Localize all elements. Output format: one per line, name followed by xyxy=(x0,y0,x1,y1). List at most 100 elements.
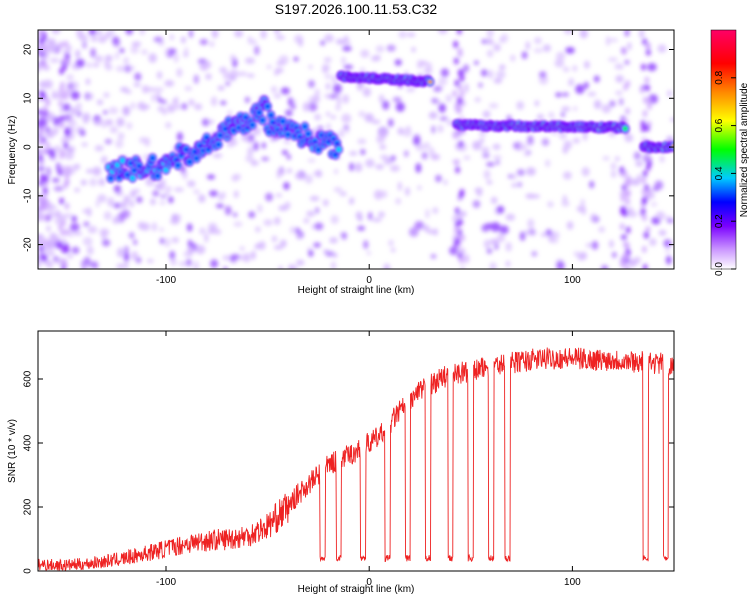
noise-blob xyxy=(325,251,335,257)
noise-blob xyxy=(49,250,55,256)
noise-blob xyxy=(88,30,97,36)
noise-blob xyxy=(476,192,483,197)
noise-blob xyxy=(271,235,278,243)
noise-blob xyxy=(364,113,374,123)
noise-blob xyxy=(437,30,448,35)
streak-blob xyxy=(625,107,631,115)
noise-blob xyxy=(83,256,91,267)
noise-blob xyxy=(112,216,120,225)
streak-blob xyxy=(619,223,625,231)
noise-blob xyxy=(214,228,222,235)
noise-blob xyxy=(610,162,617,171)
noise-blob xyxy=(324,93,331,99)
noise-blob xyxy=(437,124,444,133)
noise-blob xyxy=(543,44,551,52)
streak-blob xyxy=(624,265,630,269)
noise-blob xyxy=(233,221,243,227)
noise-blob xyxy=(340,56,347,65)
noise-blob xyxy=(562,66,570,73)
noise-blob xyxy=(82,112,91,122)
streak-blob xyxy=(456,30,462,35)
noise-blob xyxy=(579,30,589,39)
noise-blob xyxy=(220,100,227,105)
noise-blob xyxy=(426,62,433,69)
noise-blob xyxy=(52,177,60,183)
noise-blob xyxy=(573,251,580,257)
noise-blob xyxy=(330,115,337,120)
noise-blob xyxy=(523,151,530,157)
noise-blob xyxy=(463,64,470,72)
noise-blob xyxy=(133,82,141,87)
noise-blob xyxy=(339,191,347,197)
noise-blob xyxy=(80,34,89,43)
noise-blob xyxy=(296,232,302,240)
noise-blob xyxy=(389,165,400,172)
streak-blob xyxy=(459,74,465,82)
noise-blob xyxy=(550,231,560,240)
noise-blob xyxy=(593,75,600,83)
noise-blob xyxy=(116,247,125,258)
colorbar-tick-label: 0.2 xyxy=(714,214,725,228)
noise-blob xyxy=(103,211,112,221)
snr-panel: -100 0 100 0 200 400 600 Height of straight li… xyxy=(7,330,675,595)
noise-blob xyxy=(539,71,547,78)
noise-blob xyxy=(499,225,509,235)
noise-blob xyxy=(526,167,536,176)
streak-blob xyxy=(646,102,652,110)
noise-blob xyxy=(67,119,78,127)
noise-blob xyxy=(81,142,88,147)
noise-blob xyxy=(516,101,525,110)
noise-blob xyxy=(507,174,513,179)
noise-blob xyxy=(314,222,324,231)
noise-blob xyxy=(221,191,226,199)
noise-blob xyxy=(160,194,166,199)
streak-blob xyxy=(644,84,650,92)
noise-blob xyxy=(377,211,385,218)
noise-blob xyxy=(288,263,294,269)
noise-blob xyxy=(630,178,641,186)
noise-blob xyxy=(114,51,120,60)
ridge-core xyxy=(334,141,340,146)
noise-blob xyxy=(199,39,209,45)
noise-blob xyxy=(91,261,99,269)
noise-blob xyxy=(233,30,244,38)
noise-blob xyxy=(445,94,453,103)
streak-blob xyxy=(458,191,464,199)
noise-blob xyxy=(655,211,666,221)
noise-blob xyxy=(431,125,436,134)
streak-blob xyxy=(38,108,43,116)
noise-blob xyxy=(360,49,370,58)
noise-blob xyxy=(100,119,108,129)
noise-blob xyxy=(188,30,194,38)
noise-blob xyxy=(47,113,54,123)
x-tick-label: 100 xyxy=(564,577,581,588)
noise-blob xyxy=(134,72,142,81)
ridge-core xyxy=(280,119,286,124)
noise-blob xyxy=(94,145,104,152)
noise-blob xyxy=(285,109,293,117)
noise-blob xyxy=(69,107,78,115)
noise-blob xyxy=(431,97,438,104)
noise-blob xyxy=(82,209,89,214)
noise-blob xyxy=(255,226,261,233)
noise-blob xyxy=(88,92,94,100)
noise-blob xyxy=(229,69,239,80)
noise-blob xyxy=(624,59,630,65)
streak-blob xyxy=(60,229,66,237)
colorbar-gradient xyxy=(710,29,737,270)
noise-blob xyxy=(474,60,479,65)
streak-blob xyxy=(624,179,630,187)
noise-blob xyxy=(223,266,228,269)
noise-blob xyxy=(421,151,428,160)
noise-blob xyxy=(215,203,224,209)
noise-blob xyxy=(261,142,266,149)
noise-blob xyxy=(125,30,134,35)
ridge-core xyxy=(306,132,311,136)
streak-blob xyxy=(41,194,47,202)
noise-blob xyxy=(115,65,126,72)
noise-blob xyxy=(139,136,147,144)
noise-blob xyxy=(489,262,497,269)
y-tick-label: 0 xyxy=(23,568,34,574)
noise-blob xyxy=(538,75,549,85)
streak-blob xyxy=(453,226,459,234)
